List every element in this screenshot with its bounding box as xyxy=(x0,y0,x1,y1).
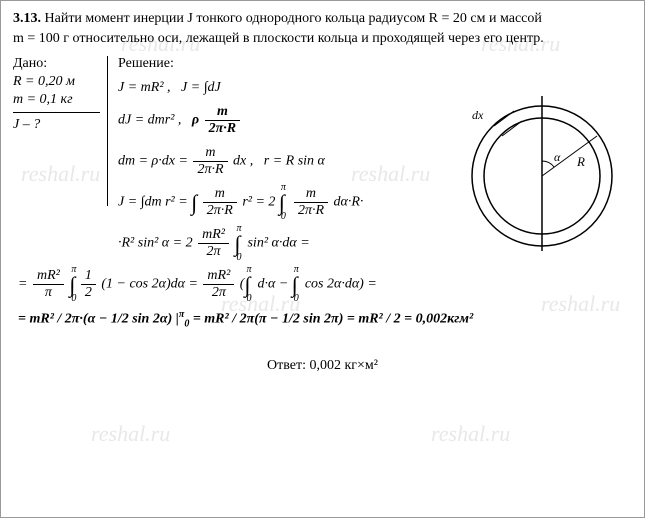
svg-text:dx: dx xyxy=(472,108,484,122)
problem-number: 3.13. xyxy=(13,11,41,26)
answer-text: Ответ: 0,002 кг×м² xyxy=(267,358,378,373)
problem-text-2: m = 100 г относительно оси, лежащей в пл… xyxy=(13,31,544,46)
solution-block: Решение: dx α R J = mR² , J = ∫dJ xyxy=(108,56,632,337)
svg-text:R: R xyxy=(576,154,585,169)
eq-6: = mR²π ∫π0 12 (1 − cos 2α)dα = mR²2π (∫π… xyxy=(18,268,632,301)
given-m: m = 0,1 кг xyxy=(13,92,100,108)
answer-line: Ответ: 0,002 кг×м² xyxy=(13,358,632,374)
ring-diagram: dx α R xyxy=(462,91,622,251)
watermark: reshal.ru xyxy=(431,421,510,447)
watermark: reshal.ru xyxy=(91,421,170,447)
eq-7: = mR² / 2π·(α − 1/2 sin 2α) |π0 = mR² / … xyxy=(18,309,632,329)
svg-text:α: α xyxy=(554,150,561,164)
given-find: J – ? xyxy=(13,117,100,133)
problem-text-1: Найти момент инерции J тонкого однородно… xyxy=(45,11,542,26)
given-r: R = 0,20 м xyxy=(13,74,100,90)
diagram-svg: dx α R xyxy=(462,91,622,251)
given-title: Дано: xyxy=(13,56,100,72)
problem-statement: 3.13. Найти момент инерции J тонкого одн… xyxy=(13,9,632,48)
solution-title: Решение: xyxy=(118,56,632,72)
